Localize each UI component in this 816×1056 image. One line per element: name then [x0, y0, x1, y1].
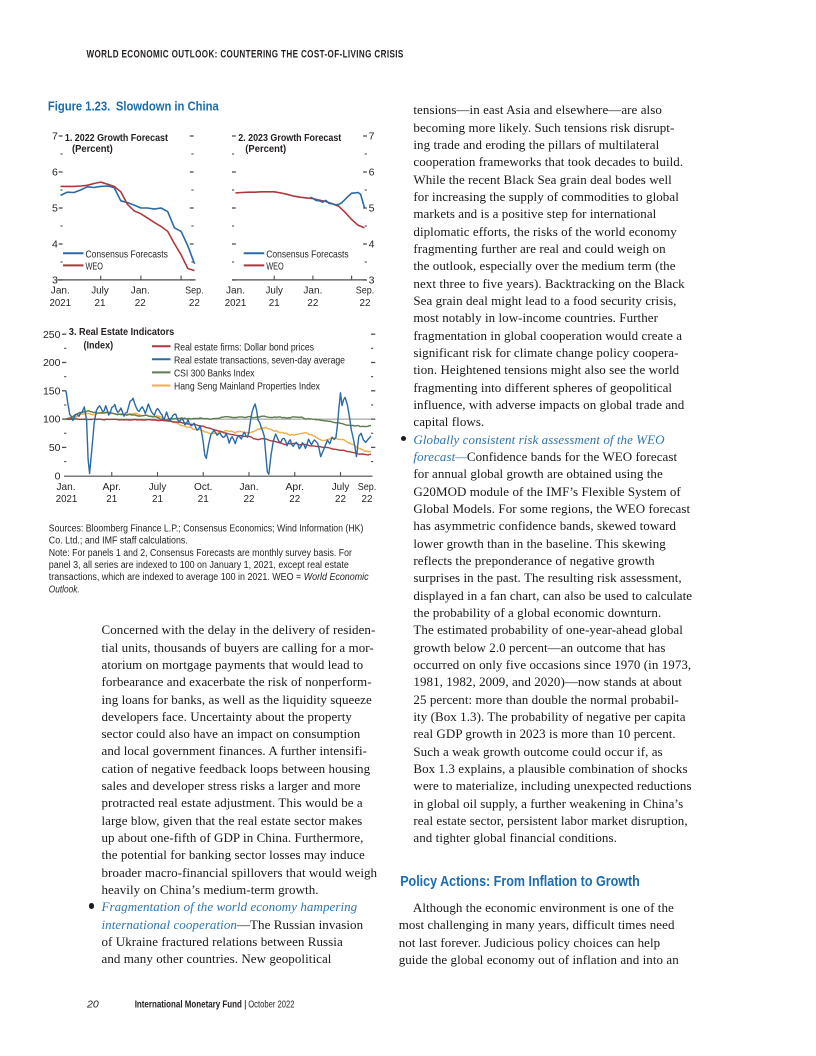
svg-text:21: 21	[106, 493, 117, 505]
svg-text:Outlook.: Outlook.	[49, 584, 80, 595]
svg-text:Sep.: Sep.	[356, 285, 375, 297]
svg-text:CSI 300 Banks Index: CSI 300 Banks Index	[174, 368, 255, 380]
svg-text:July: July	[149, 481, 167, 493]
svg-text:Oct.: Oct.	[194, 481, 213, 493]
svg-text:2. 2023 Growth Forecast: 2. 2023 Growth Forecast	[238, 133, 342, 144]
svg-text:Jan.: Jan.	[226, 285, 245, 297]
svg-text:July: July	[332, 481, 350, 493]
svg-text:Consensus Forecasts: Consensus Forecasts	[266, 248, 348, 260]
svg-text:21: 21	[95, 297, 106, 309]
svg-text:(Percent): (Percent)	[72, 144, 113, 155]
svg-text:(Index): (Index)	[84, 341, 114, 352]
svg-text:|: |	[244, 999, 247, 1010]
svg-text:Sources: Bloomberg Finance L.P: Sources: Bloomberg Finance L.P.; Consens…	[49, 523, 364, 534]
svg-text:Sep.: Sep.	[185, 285, 204, 297]
svg-text:July: July	[91, 285, 109, 297]
svg-text:Hang Seng Mainland Properties: Hang Seng Mainland Properties Index	[174, 381, 321, 393]
svg-text:WEO: WEO	[266, 261, 284, 273]
svg-text:(Percent): (Percent)	[245, 144, 286, 155]
svg-text:Figure 1.23. Slowdown in China: Figure 1.23. Slowdown in China	[48, 99, 219, 114]
svg-text:Apr.: Apr.	[286, 481, 305, 493]
svg-text:21: 21	[269, 297, 280, 309]
svg-text:transactions, which are indexe: transactions, which are indexed to avera…	[49, 572, 369, 583]
svg-text:Consensus Forecasts: Consensus Forecasts	[86, 248, 168, 260]
svg-text:100: 100	[43, 414, 61, 426]
svg-text:7: 7	[369, 131, 375, 143]
svg-text:22: 22	[189, 297, 200, 309]
svg-text:5: 5	[52, 203, 58, 215]
svg-text:2021: 2021	[225, 297, 247, 309]
svg-text:3: 3	[369, 275, 375, 287]
svg-text:20: 20	[86, 998, 99, 1010]
svg-text:1. 2022 Growth Forecast: 1. 2022 Growth Forecast	[65, 133, 169, 144]
svg-text:July: July	[265, 285, 283, 297]
svg-text:Note: For panels 1 and 2, Cons: Note: For panels 1 and 2, Consensus Fore…	[49, 548, 353, 559]
svg-text:Sep.: Sep.	[358, 481, 377, 493]
svg-text:0: 0	[55, 470, 61, 482]
svg-text:6: 6	[52, 167, 58, 179]
svg-text:22: 22	[289, 493, 300, 505]
svg-text:5: 5	[369, 203, 375, 215]
svg-text:22: 22	[307, 297, 318, 309]
svg-text:50: 50	[49, 442, 61, 454]
svg-text:2021: 2021	[50, 297, 72, 309]
svg-text:Jan.: Jan.	[303, 285, 322, 297]
svg-text:Jan.: Jan.	[131, 285, 150, 297]
svg-text:WEO: WEO	[86, 261, 104, 273]
svg-text:22: 22	[244, 493, 255, 505]
svg-text:4: 4	[52, 239, 58, 251]
svg-text:22: 22	[135, 297, 146, 309]
svg-text:250: 250	[43, 329, 61, 341]
svg-text:Real estate firms: Dollar bond: Real estate firms: Dollar bond prices	[174, 341, 314, 353]
svg-text:2021: 2021	[56, 493, 78, 505]
svg-text:7: 7	[52, 131, 58, 143]
svg-text:Jan.: Jan.	[51, 285, 70, 297]
svg-text:Jan.: Jan.	[57, 481, 76, 493]
svg-text:October 2022: October 2022	[248, 999, 295, 1010]
svg-text:21: 21	[198, 493, 209, 505]
svg-text:Real estate transactions, seve: Real estate transactions, seven-day aver…	[174, 354, 345, 366]
svg-text:21: 21	[152, 493, 163, 505]
svg-text:22: 22	[335, 493, 346, 505]
svg-text:22: 22	[360, 297, 371, 309]
svg-text:Policy Actions: From Inflation: Policy Actions: From Inflation to Growth	[400, 874, 640, 890]
svg-text:International Monetary Fund: International Monetary Fund	[135, 999, 242, 1010]
svg-text:Apr.: Apr.	[103, 481, 122, 493]
svg-text:200: 200	[43, 357, 61, 369]
svg-text:3. Real Estate Indicators: 3. Real Estate Indicators	[69, 327, 175, 338]
svg-text:22: 22	[362, 493, 373, 505]
svg-text:150: 150	[43, 385, 61, 397]
svg-text:6: 6	[369, 167, 375, 179]
svg-text:WORLD ECONOMIC OUTLOOK: COUNTE: WORLD ECONOMIC OUTLOOK: COUNTERING THE C…	[87, 48, 404, 60]
svg-text:3: 3	[52, 275, 58, 287]
svg-text:Jan.: Jan.	[240, 481, 259, 493]
svg-text:panel 3, all series are indexe: panel 3, all series are indexed to 100 o…	[49, 560, 349, 571]
svg-text:4: 4	[369, 239, 375, 251]
svg-text:Co. Ltd.; and IMF staff calcul: Co. Ltd.; and IMF staff calculations.	[49, 536, 188, 547]
